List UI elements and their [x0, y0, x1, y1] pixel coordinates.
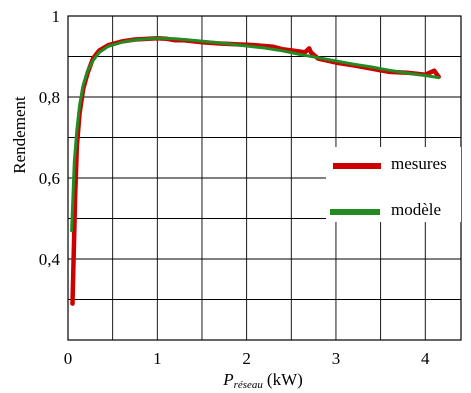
x-axis-title-symbol: P [222, 370, 233, 389]
x-tick-label: 1 [153, 349, 162, 368]
y-tick-label: 0,4 [39, 250, 61, 269]
legend: mesures modèle [326, 147, 461, 222]
series-line-modele [70, 36, 441, 233]
x-tick-label: 4 [421, 349, 430, 368]
y-tick-label: 0,6 [39, 169, 60, 188]
legend-label-modele: modèle [391, 200, 441, 219]
x-axis-title: Préseau (kW) [222, 370, 303, 391]
series-layer [70, 36, 441, 306]
y-axis-title: Rendement [10, 96, 29, 174]
x-tick-label: 3 [332, 349, 341, 368]
y-tick-label: 0,8 [39, 88, 60, 107]
y-tick-label: 1 [52, 7, 61, 26]
x-tick-label: 0 [64, 349, 73, 368]
legend-label-mesures: mesures [391, 154, 447, 173]
x-axis-title-unit: (kW) [267, 370, 303, 389]
x-axis-title-subscript: réseau [234, 379, 264, 391]
x-tick-label: 2 [242, 349, 251, 368]
tick-labels: 0 1 2 3 4 0,4 0,6 0,8 1 [39, 7, 430, 368]
